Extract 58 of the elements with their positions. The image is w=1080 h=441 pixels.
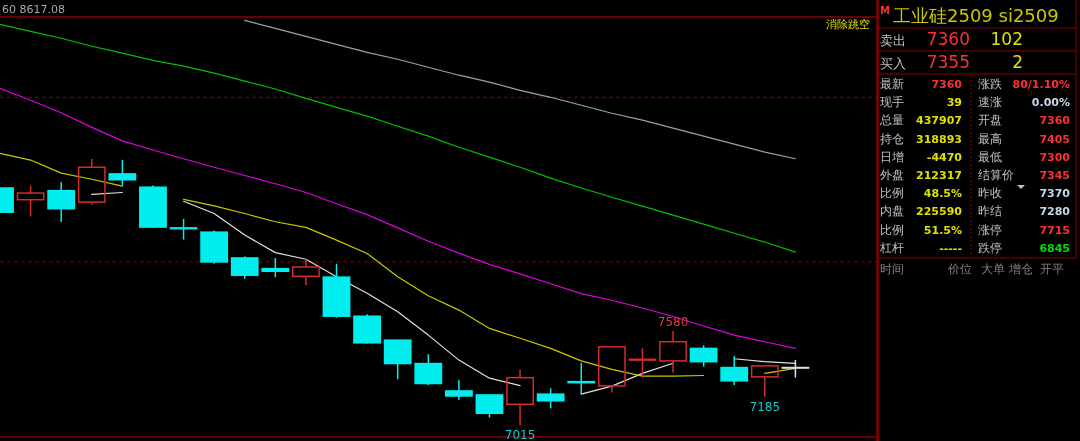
- text: 速涨: [978, 95, 1002, 110]
- text: 7360: [931, 78, 963, 91]
- text: 102: [990, 29, 1023, 49]
- text: 日增: [880, 149, 904, 164]
- text: 212317: [916, 169, 962, 182]
- text: 80/1.10%: [1012, 78, 1070, 91]
- text: 持仓: [880, 131, 904, 146]
- text: 价位: [947, 262, 972, 276]
- text: -4470: [926, 150, 963, 164]
- text: 7360: [1039, 114, 1071, 128]
- text: 437907: [916, 114, 962, 128]
- text: 结算价: [978, 168, 1014, 182]
- text: 增仓: [1008, 262, 1033, 276]
- text: 比例: [880, 186, 904, 201]
- text: 最低: [978, 149, 1002, 164]
- text: 39: [946, 96, 962, 110]
- text: 外盘: [880, 168, 904, 182]
- text: 昨收: [978, 186, 1002, 201]
- text: 0.00%: [1031, 96, 1070, 110]
- text: M: [880, 5, 890, 16]
- text: 开盘: [978, 113, 1002, 128]
- text: 7300: [1039, 150, 1071, 164]
- annotation: 7580: [657, 315, 689, 330]
- text: 杠杆: [879, 240, 904, 255]
- text: 比例: [880, 222, 904, 237]
- annotation: 7015: [504, 428, 536, 441]
- text: 7405: [1039, 132, 1070, 146]
- text: 大单: [981, 262, 1005, 276]
- text: 总量: [879, 113, 904, 128]
- text: 昨结: [978, 204, 1002, 219]
- text: 60 8617.08: [2, 3, 65, 16]
- text: 2: [1012, 52, 1023, 72]
- text: 7715: [1039, 223, 1070, 237]
- text: 工业硅2509 si2509: [893, 5, 1059, 26]
- text: 7355: [926, 52, 970, 72]
- text: -----: [939, 241, 962, 255]
- text: 卖出: [880, 33, 906, 48]
- text: 7370: [1039, 187, 1071, 201]
- text: 最新: [880, 77, 904, 91]
- text: 51.5%: [923, 223, 962, 237]
- text: 内盘: [880, 204, 904, 219]
- text: 48.5%: [923, 187, 962, 201]
- text: 7280: [1039, 205, 1071, 219]
- text: 买入: [880, 56, 906, 71]
- text: 现手: [880, 95, 904, 110]
- annotation: 7185: [749, 399, 781, 414]
- text: 7360: [926, 29, 970, 49]
- text: 涨停: [978, 222, 1002, 237]
- text: 7345: [1039, 169, 1070, 182]
- text: 跌停: [978, 240, 1002, 255]
- text: 225590: [916, 205, 963, 219]
- text: 开平: [1040, 262, 1064, 276]
- text: 涨跌: [978, 77, 1002, 91]
- text: 时间: [880, 262, 904, 276]
- text: 318893: [916, 132, 962, 146]
- text: 最高: [978, 131, 1002, 146]
- text: 6845: [1039, 241, 1070, 255]
- text: 消除跳空: [826, 18, 870, 31]
